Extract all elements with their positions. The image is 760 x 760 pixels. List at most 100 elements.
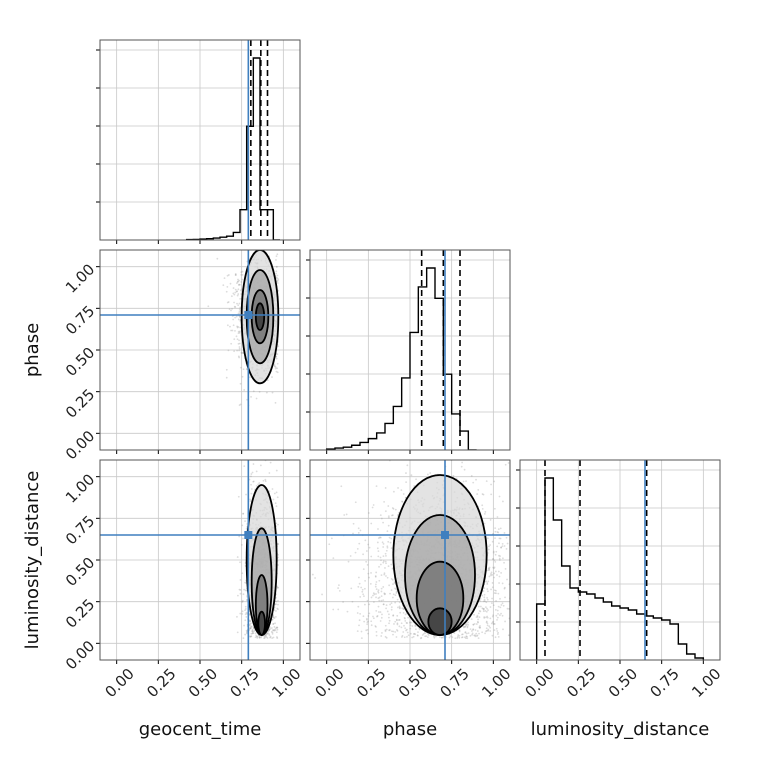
sample-point [239,283,241,286]
sample-point [275,522,278,525]
sample-point [433,636,436,639]
sample-point [521,575,523,577]
sample-point [249,620,251,623]
sample-point [496,516,499,518]
sample-point [481,631,484,634]
sample-point [495,550,498,553]
sample-point [236,281,239,283]
sample-point [328,543,331,546]
sample-point [377,555,380,558]
sample-point [476,621,479,623]
sample-point [500,546,502,549]
sample-point [486,607,488,610]
sample-point [249,498,252,501]
sample-point [276,628,279,631]
sample-point [392,593,395,596]
sample-point [239,403,242,406]
sample-point [380,590,383,593]
sample-point [222,284,225,287]
sample-point [401,500,403,503]
sample-point [388,536,391,539]
sample-point [516,542,518,544]
sample-point [236,631,239,634]
sample-point [522,542,524,544]
sample-point [516,592,518,594]
sample-point [499,527,502,530]
sample-point [380,587,383,590]
sample-point [410,474,413,477]
sample-point [345,513,348,516]
sample-point [539,574,541,576]
sample-point [266,632,269,635]
sample-point [464,626,467,628]
x-tick-label: 0.25 [563,665,599,701]
sample-point [273,363,276,366]
sample-point [273,628,276,631]
sample-point [441,636,443,639]
sample-point [453,632,456,635]
sample-point [454,637,457,640]
sample-point [477,618,479,621]
sample-point [241,599,244,602]
sample-point [376,541,379,544]
sample-point [477,637,480,640]
sample-point [516,567,518,569]
sample-point [264,429,266,431]
sample-point [248,624,251,627]
sample-point [244,589,247,592]
sample-point [234,291,237,294]
sample-point [248,619,251,622]
sample-point [475,632,478,635]
sample-point [269,635,272,638]
sample-point [556,636,558,638]
sample-point [242,512,244,515]
sample-point [236,556,239,558]
sample-point [264,480,267,483]
sample-point [458,630,461,633]
y-tick-label: 0.25 [62,595,98,631]
sample-point [245,493,247,496]
sample-point [406,464,409,467]
sample-point [421,634,424,636]
sample-point [430,431,432,433]
sample-point [237,288,240,291]
sample-point [395,588,398,591]
sample-point [528,519,530,521]
sample-point [385,636,388,639]
sample-point [440,636,443,639]
sample-point [264,634,267,636]
sample-point [237,355,240,358]
sample-point [311,573,314,576]
sample-point [470,475,473,477]
y-tick-label: 1.00 [62,260,98,296]
sample-point [269,628,272,630]
sample-point [394,594,397,597]
sample-point [272,498,275,501]
sample-point [479,600,481,602]
sample-point [494,527,497,529]
sample-point [491,586,494,589]
sample-point [342,601,344,603]
sample-point [226,274,229,277]
sample-point [237,342,240,345]
sample-point [513,540,515,542]
sample-point [272,616,275,618]
sample-point [573,581,575,583]
sample-point [383,593,386,596]
sample-point [236,349,238,352]
sample-point [492,558,494,561]
sample-point [521,532,523,534]
sample-point [357,605,360,608]
sample-point [512,564,514,566]
sample-point [277,564,279,566]
sample-point [272,616,275,619]
sample-point [375,625,377,628]
sample-point [392,614,395,617]
histogram-geocent-time-panel [96,39,301,244]
sample-point [405,472,407,474]
sample-point [540,611,542,613]
sample-point [379,514,382,517]
sample-point [388,619,391,622]
sample-point [498,582,500,584]
contour-level-3 [254,302,266,331]
